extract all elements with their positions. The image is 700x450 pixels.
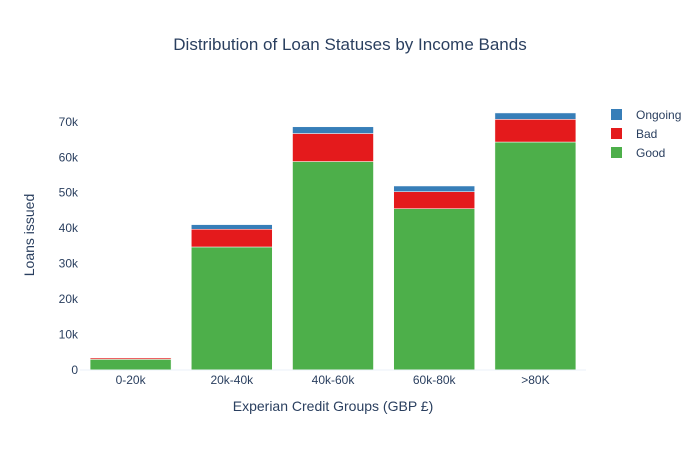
- y-axis-ticks: 0 10k 20k 30k 40k 50k 60k 70k: [59, 115, 79, 377]
- y-tick-label: 30k: [59, 257, 79, 271]
- x-axis-title: Experian Credit Groups (GBP £): [233, 398, 434, 414]
- y-tick-label: 20k: [59, 292, 79, 306]
- x-tick-label: >80K: [521, 373, 549, 387]
- bar-ongoing-2[interactable]: [292, 126, 374, 134]
- y-tick-label: 60k: [59, 150, 79, 164]
- y-tick-label: 50k: [59, 186, 79, 200]
- bar-bad-1[interactable]: [191, 228, 273, 248]
- x-axis-ticks: 0-20k 20k-40k 40k-60k 60k-80k >80K: [116, 373, 550, 387]
- bar-good-3[interactable]: [393, 208, 475, 371]
- x-tick-label: 0-20k: [116, 373, 147, 387]
- legend-swatch: [611, 147, 622, 158]
- legend-label: Bad: [636, 127, 657, 141]
- bar-ongoing-1[interactable]: [191, 224, 273, 230]
- bar-good-2[interactable]: [292, 161, 374, 371]
- bar-good-4[interactable]: [494, 141, 577, 371]
- y-tick-label: 70k: [59, 115, 79, 129]
- legend-swatch: [611, 109, 622, 120]
- chart-title: Distribution of Loan Statuses by Income …: [173, 35, 526, 54]
- y-tick-label: 10k: [59, 328, 79, 342]
- bar-bad-3[interactable]: [393, 191, 475, 209]
- legend-item-ongoing[interactable]: Ongoing: [611, 108, 681, 122]
- legend-label: Ongoing: [636, 108, 681, 122]
- bar-good-1[interactable]: [191, 246, 273, 371]
- x-tick-label: 60k-80k: [413, 373, 457, 387]
- legend[interactable]: Ongoing Bad Good: [611, 108, 681, 160]
- bar-bad-4[interactable]: [494, 119, 577, 143]
- y-tick-label: 40k: [59, 221, 79, 235]
- y-axis-title: Loans issued: [21, 194, 37, 277]
- bar-bad-2[interactable]: [292, 133, 374, 162]
- bars-layer: [89, 112, 577, 371]
- bar-good-0[interactable]: [89, 359, 172, 371]
- legend-label: Good: [636, 146, 665, 160]
- bar-ongoing-4[interactable]: [494, 112, 577, 120]
- legend-swatch: [611, 128, 622, 139]
- y-tick-label: 0: [71, 363, 78, 377]
- x-tick-label: 20k-40k: [210, 373, 254, 387]
- bar-ongoing-3[interactable]: [393, 185, 475, 192]
- legend-item-good[interactable]: Good: [611, 146, 665, 160]
- legend-item-bad[interactable]: Bad: [611, 127, 657, 141]
- x-tick-label: 40k-60k: [312, 373, 356, 387]
